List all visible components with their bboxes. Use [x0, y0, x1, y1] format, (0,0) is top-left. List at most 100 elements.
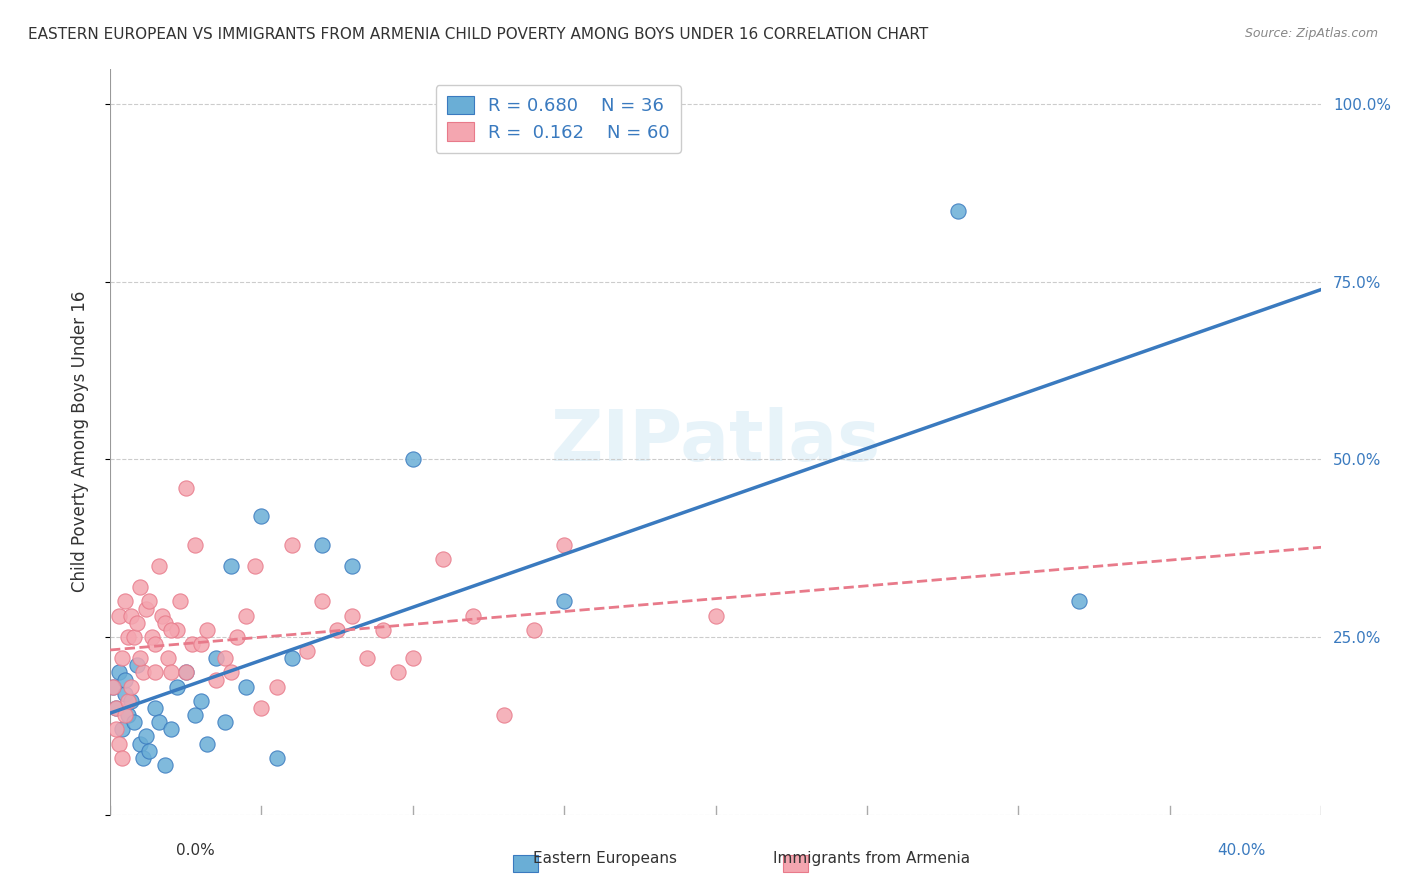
Point — [190, 637, 212, 651]
Point — [120, 680, 142, 694]
Point — [153, 757, 176, 772]
Point — [114, 687, 136, 701]
Point — [226, 630, 249, 644]
Point — [156, 651, 179, 665]
Point — [174, 481, 197, 495]
Point — [132, 750, 155, 764]
Text: Source: ZipAtlas.com: Source: ZipAtlas.com — [1244, 27, 1378, 40]
Point — [117, 708, 139, 723]
Point — [138, 594, 160, 608]
Point — [235, 680, 257, 694]
Point — [145, 665, 167, 680]
Point — [117, 630, 139, 644]
Point — [463, 608, 485, 623]
Point — [266, 750, 288, 764]
Point — [111, 723, 134, 737]
Point — [124, 630, 146, 644]
Point — [214, 715, 236, 730]
Point — [108, 665, 131, 680]
Point — [402, 651, 425, 665]
Point — [371, 623, 394, 637]
Point — [553, 537, 575, 551]
Point — [245, 558, 267, 573]
Point — [174, 665, 197, 680]
Point — [129, 737, 152, 751]
Point — [342, 558, 364, 573]
Point — [141, 630, 163, 644]
Point — [129, 580, 152, 594]
Point — [195, 623, 218, 637]
Point — [250, 509, 273, 524]
Point — [205, 673, 228, 687]
Point — [117, 694, 139, 708]
Point — [148, 558, 170, 573]
Point — [145, 701, 167, 715]
Point — [280, 651, 302, 665]
Point — [105, 701, 128, 715]
Point — [111, 750, 134, 764]
Point — [184, 537, 207, 551]
Point — [387, 665, 409, 680]
Point — [153, 615, 176, 630]
Point — [145, 637, 167, 651]
Point — [356, 651, 378, 665]
Point — [295, 644, 318, 658]
Point — [150, 608, 173, 623]
Text: Immigrants from Armenia: Immigrants from Armenia — [773, 851, 970, 865]
Legend: R = 0.680    N = 36, R =  0.162    N = 60: R = 0.680 N = 36, R = 0.162 N = 60 — [436, 85, 681, 153]
Point — [111, 651, 134, 665]
Point — [1067, 594, 1090, 608]
Point — [266, 680, 288, 694]
Point — [101, 680, 124, 694]
Point — [120, 694, 142, 708]
Text: ZIPatlas: ZIPatlas — [551, 407, 880, 476]
Point — [127, 615, 149, 630]
Point — [135, 601, 157, 615]
Point — [120, 608, 142, 623]
Point — [124, 715, 146, 730]
Point — [250, 701, 273, 715]
Point — [148, 715, 170, 730]
Point — [174, 665, 197, 680]
Point — [166, 680, 188, 694]
Point — [101, 680, 124, 694]
Point — [184, 708, 207, 723]
Point — [311, 594, 333, 608]
Point — [280, 537, 302, 551]
Point — [166, 623, 188, 637]
Point — [114, 594, 136, 608]
Text: 40.0%: 40.0% — [1218, 843, 1265, 858]
Point — [105, 723, 128, 737]
Point — [342, 608, 364, 623]
Point — [159, 623, 181, 637]
Point — [195, 737, 218, 751]
Point — [114, 708, 136, 723]
Text: Eastern Europeans: Eastern Europeans — [533, 851, 676, 865]
Point — [235, 608, 257, 623]
Point — [402, 452, 425, 467]
Y-axis label: Child Poverty Among Boys Under 16: Child Poverty Among Boys Under 16 — [72, 291, 89, 592]
Text: EASTERN EUROPEAN VS IMMIGRANTS FROM ARMENIA CHILD POVERTY AMONG BOYS UNDER 16 CO: EASTERN EUROPEAN VS IMMIGRANTS FROM ARME… — [28, 27, 928, 42]
Text: 0.0%: 0.0% — [176, 843, 215, 858]
Point — [138, 743, 160, 757]
Point — [180, 637, 202, 651]
Point — [523, 623, 546, 637]
Point — [159, 723, 181, 737]
Point — [169, 594, 191, 608]
Point — [129, 651, 152, 665]
Point — [553, 594, 575, 608]
Point — [704, 608, 727, 623]
Point — [105, 701, 128, 715]
Point — [108, 608, 131, 623]
Point — [205, 651, 228, 665]
Point — [432, 551, 454, 566]
Point — [214, 651, 236, 665]
Point — [127, 658, 149, 673]
Point — [108, 737, 131, 751]
Point — [159, 665, 181, 680]
Point — [311, 537, 333, 551]
Point — [132, 665, 155, 680]
Point — [219, 558, 242, 573]
Point — [135, 730, 157, 744]
Point — [492, 708, 515, 723]
